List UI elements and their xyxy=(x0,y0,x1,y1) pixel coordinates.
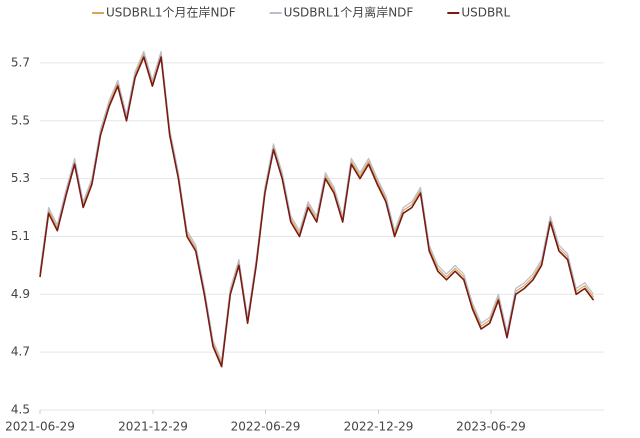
legend-label: USDBRL xyxy=(461,6,510,20)
series-line xyxy=(39,50,594,362)
x-tick-label: 2021-12-29 xyxy=(118,420,188,434)
y-tick-label: 4.5 xyxy=(11,403,30,417)
legend-label: USDBRL1个月在岸NDF xyxy=(106,6,236,20)
y-tick-label: 5.3 xyxy=(11,171,30,185)
x-tick-label: 2021-06-29 xyxy=(5,420,75,434)
x-tick-label: 2023-06-29 xyxy=(456,420,526,434)
x-tick-label: 2022-12-29 xyxy=(344,420,414,434)
y-tick-label: 5.7 xyxy=(11,55,30,69)
y-tick-label: 4.9 xyxy=(11,287,30,301)
x-tick-label: 2022-06-29 xyxy=(231,420,301,434)
series-line xyxy=(39,56,595,368)
y-tick-label: 5.1 xyxy=(11,229,30,243)
legend-label: USDBRL1个月离岸NDF xyxy=(284,5,414,20)
y-tick-label: 5.5 xyxy=(11,113,30,127)
y-tick-label: 4.7 xyxy=(11,345,30,359)
